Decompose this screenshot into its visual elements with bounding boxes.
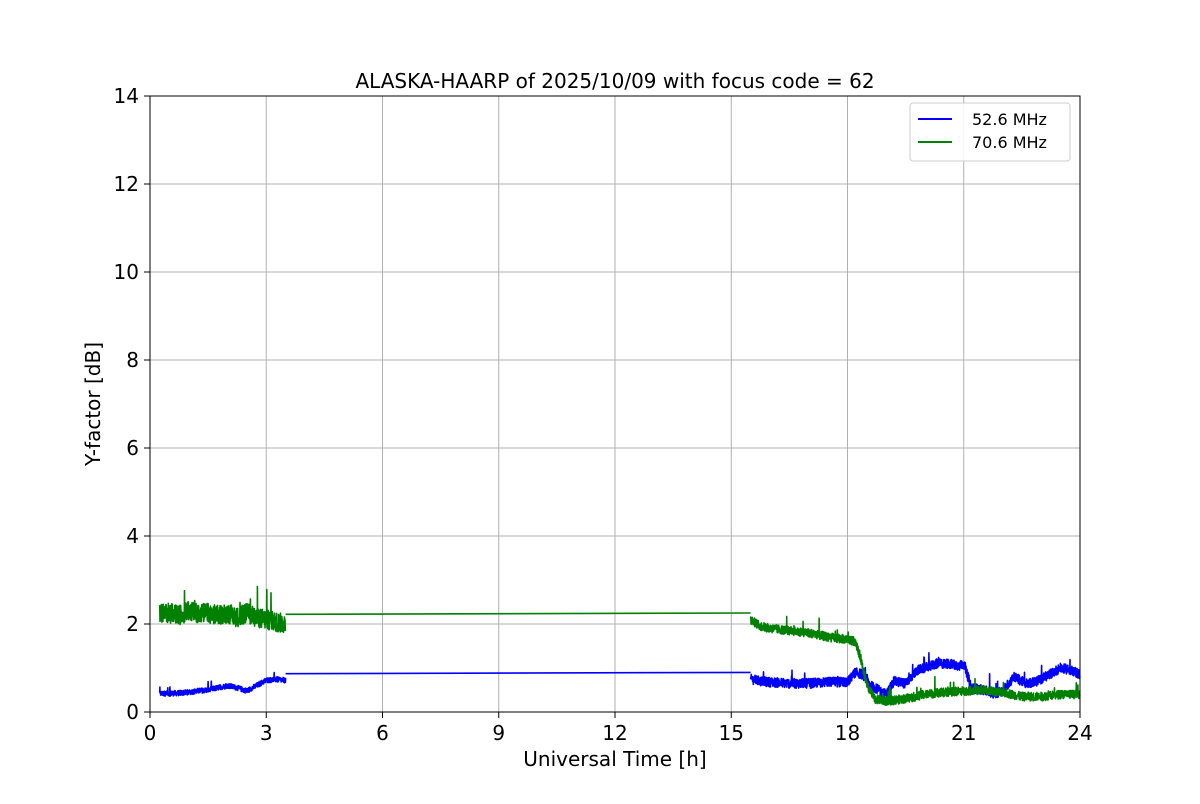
y-tick-label: 0 — [126, 700, 139, 724]
x-tick-label: 12 — [602, 721, 627, 745]
series-1 — [158, 585, 1081, 706]
series-1-line-segment-2 — [749, 615, 1081, 706]
y-tick-label: 14 — [114, 84, 139, 108]
series-0 — [158, 652, 1081, 700]
x-tick-label: 21 — [951, 721, 976, 745]
x-tick-label: 24 — [1067, 721, 1092, 745]
x-tick-label: 9 — [492, 721, 505, 745]
series-0-line-segment-1 — [285, 671, 751, 675]
y-tick-label: 6 — [126, 436, 139, 460]
x-tick-label: 6 — [376, 721, 389, 745]
x-tick-label: 18 — [835, 721, 860, 745]
y-tick-label: 12 — [114, 172, 139, 196]
series-0-line-segment-0 — [158, 671, 287, 697]
y-axis-label: Y-factor [dB] — [81, 342, 105, 467]
legend-box — [909, 102, 1071, 162]
series-1-line-segment-1 — [285, 612, 751, 616]
chart-title: ALASKA-HAARP of 2025/10/09 with focus co… — [355, 69, 874, 93]
x-axis-label: Universal Time [h] — [523, 747, 706, 771]
y-tick-label: 10 — [114, 260, 139, 284]
y-tick-label: 4 — [126, 524, 139, 548]
grid — [149, 95, 1081, 713]
series-layer — [158, 585, 1081, 706]
legend: 52.6 MHz 70.6 MHz — [909, 102, 1071, 162]
series-1-line-segment-0 — [158, 585, 287, 634]
y-tick-label: 2 — [126, 612, 139, 636]
x-tick-label: 15 — [719, 721, 744, 745]
legend-label-0: 52.6 MHz — [972, 110, 1047, 129]
x-tick-label: 0 — [144, 721, 157, 745]
legend-label-1: 70.6 MHz — [972, 133, 1047, 152]
y-tick-label: 8 — [126, 348, 139, 372]
x-tick-label: 3 — [260, 721, 273, 745]
series-0-line-segment-2 — [749, 652, 1081, 700]
